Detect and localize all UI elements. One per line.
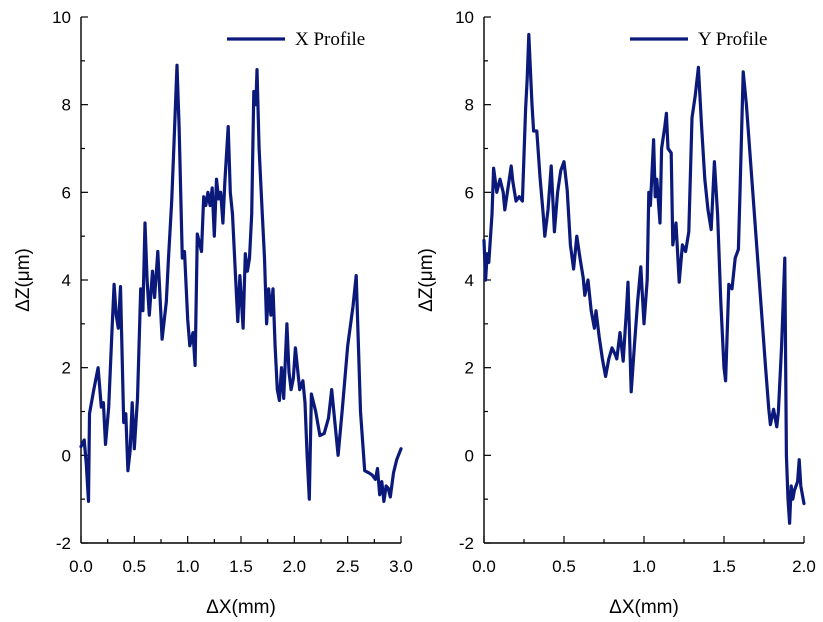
x-axis-title: ΔX(mm) — [609, 597, 679, 618]
chart-panel-2: 0.0 0.5 1.0 1.5 2.0 -2 0 2 4 6 8 10 ΔX(mm) ΔZ(μm) Y Pr… — [416, 8, 816, 618]
y-tick-label: -2 — [56, 534, 71, 553]
y-axis-title: ΔZ(μm) — [13, 248, 34, 312]
series-line-y-profile — [482, 32, 806, 525]
x-tick-label: 2.5 — [336, 557, 360, 576]
y-tick-label: 6 — [465, 183, 474, 202]
legend-label: Y Profile — [698, 29, 767, 50]
x-tick-label: 1.0 — [176, 557, 200, 576]
chart-panel-1: 0.0 0.5 1.0 1.5 2.0 2.5 3.0 -2 0 2 4 6 8 10 ΔX(mm) ΔZ(μ… — [13, 8, 413, 618]
y-tick-label: 6 — [62, 183, 71, 202]
y-tick-label: 10 — [52, 8, 71, 27]
y-tick-label: 4 — [465, 271, 474, 290]
y-tick-label: 2 — [62, 359, 71, 378]
x-tick-label: 2.0 — [283, 557, 307, 576]
y-tick-label: 0 — [62, 446, 71, 465]
x-tick-label: 0.5 — [552, 557, 576, 576]
y-tick-label: 0 — [465, 446, 474, 465]
y-tick-label: 8 — [62, 96, 71, 115]
x-tick-label: 0.0 — [69, 557, 93, 576]
x-tick-label: 1.0 — [632, 557, 656, 576]
y-tick-label: 10 — [455, 8, 474, 27]
y-tick-label: 4 — [62, 271, 71, 290]
x-tick-label: 1.5 — [712, 557, 736, 576]
y-tick-label: -2 — [459, 534, 474, 553]
legend-label: X Profile — [295, 29, 365, 50]
series-line-x-profile — [79, 63, 403, 503]
y-axis-title: ΔZ(μm) — [416, 248, 437, 312]
x-tick-label: 1.5 — [229, 557, 253, 576]
x-axis-title: ΔX(mm) — [206, 597, 276, 618]
x-tick-label: 3.0 — [389, 557, 413, 576]
x-tick-label: 0.0 — [472, 557, 496, 576]
x-tick-label: 2.0 — [792, 557, 816, 576]
y-tick-label: 2 — [465, 359, 474, 378]
x-tick-label: 0.5 — [123, 557, 147, 576]
y-tick-label: 8 — [465, 96, 474, 115]
